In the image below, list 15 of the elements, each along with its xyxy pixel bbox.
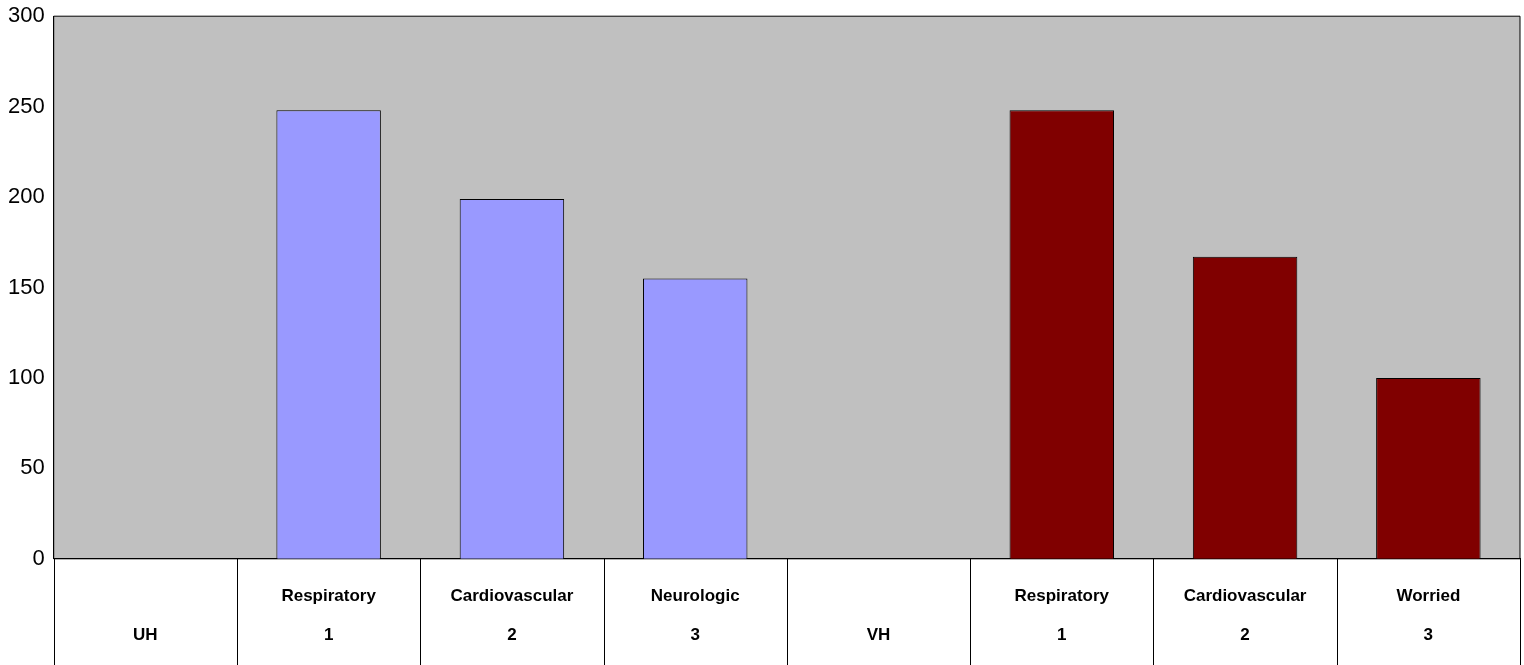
y-tick-label: 200 (7, 183, 45, 209)
x-tick-label: Respiratory 1 (281, 586, 377, 645)
y-tick-label: 100 (7, 364, 45, 389)
y-tick-label: 0 (32, 544, 45, 570)
x-tick-label: Cardiovascular 2 (1183, 586, 1307, 645)
y-tick-label: 150 (7, 273, 45, 299)
x-tick-label: Respiratory 1 (1014, 586, 1110, 645)
y-tick-label: 250 (7, 92, 45, 118)
x-tick-label: VH (866, 625, 891, 645)
y-tick-label: 50 (20, 454, 45, 480)
x-tick-label: UH (133, 625, 158, 645)
x-tick-label: Cardiovascular 2 (450, 586, 574, 645)
x-tick-label: Neurologic 3 (650, 586, 740, 645)
y-tick-label: 300 (7, 2, 45, 28)
x-tick-label: Worried 3 (1396, 586, 1461, 645)
